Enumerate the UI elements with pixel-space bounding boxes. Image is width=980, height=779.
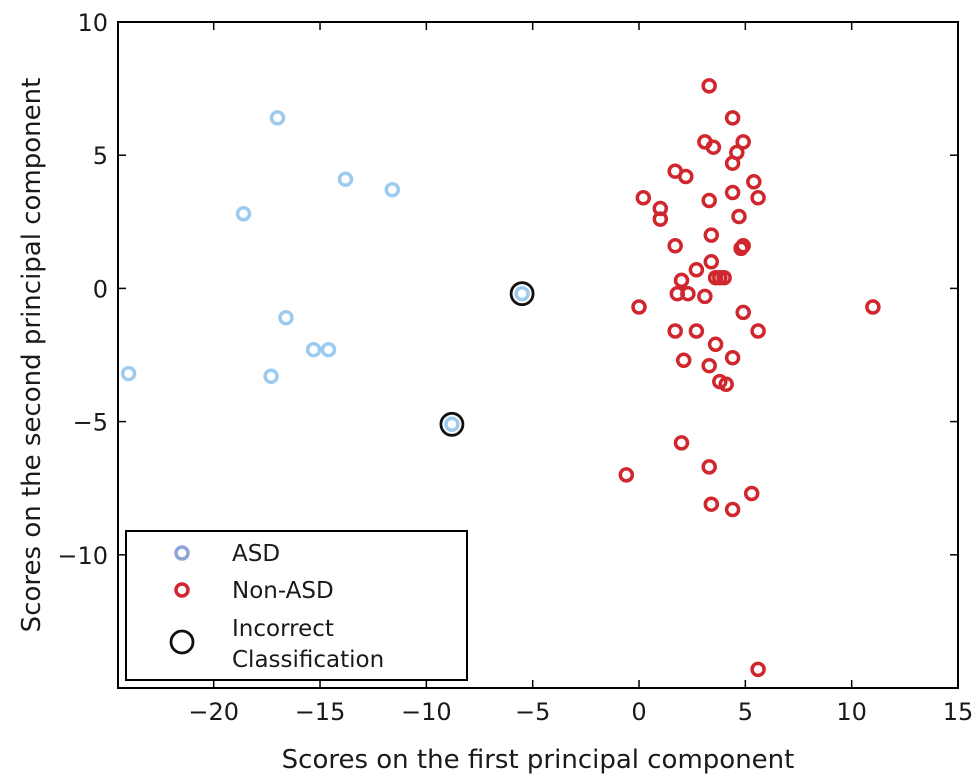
point-asd xyxy=(269,110,286,126)
legend: ASD Non-ASD Incorrect Classification xyxy=(125,530,468,681)
point-non-asd xyxy=(724,155,741,171)
point-non-asd xyxy=(724,184,741,201)
x-tick-label: 5 xyxy=(738,698,753,726)
point-asd xyxy=(120,365,137,382)
point-non-asd xyxy=(718,376,734,393)
x-tick-label: 0 xyxy=(631,698,646,726)
x-tick-label: −15 xyxy=(295,698,346,726)
data-points xyxy=(120,78,881,678)
x-tick-label: 15 xyxy=(943,698,974,726)
point-non-asd xyxy=(680,285,696,302)
point-non-asd xyxy=(731,208,747,225)
legend-marker-non-asd xyxy=(174,582,190,598)
point-non-asd xyxy=(701,78,717,94)
point-non-asd xyxy=(750,661,766,678)
point-non-asd xyxy=(735,238,751,254)
point-non-asd xyxy=(865,299,881,315)
point-non-asd xyxy=(724,501,741,518)
point-non-asd xyxy=(735,134,751,150)
point-incorrect xyxy=(439,411,465,437)
legend-label-incorrect-line1: Incorrect xyxy=(232,616,334,642)
y-tick-label: 5 xyxy=(93,142,108,170)
point-asd xyxy=(514,285,530,302)
point-non-asd xyxy=(750,323,766,339)
point-non-asd xyxy=(705,139,722,155)
x-tick-label: 10 xyxy=(836,698,867,726)
axis-ticks xyxy=(118,21,959,688)
point-non-asd xyxy=(701,459,717,475)
point-asd xyxy=(444,416,460,433)
point-asd xyxy=(235,206,252,222)
point-asd xyxy=(337,171,354,187)
point-non-asd xyxy=(707,336,724,353)
legend-label-incorrect-line2: Classification xyxy=(232,647,384,673)
point-non-asd xyxy=(652,211,669,227)
point-asd xyxy=(320,341,337,358)
point-non-asd xyxy=(667,323,683,339)
point-non-asd xyxy=(618,467,635,483)
y-tick-label: 10 xyxy=(77,9,108,37)
x-tick-label: −5 xyxy=(515,698,550,726)
point-non-asd xyxy=(703,254,720,270)
y-axis-label: Scores on the second principal component xyxy=(17,78,47,633)
point-non-asd xyxy=(701,357,717,374)
point-non-asd xyxy=(673,435,690,451)
point-non-asd xyxy=(631,299,647,315)
point-asd xyxy=(278,309,294,326)
x-axis-label: Scores on the first principal component xyxy=(282,745,795,775)
point-non-asd xyxy=(688,262,705,278)
x-tick-label: −10 xyxy=(401,698,452,726)
point-asd xyxy=(305,341,322,358)
point-non-asd xyxy=(750,190,766,206)
y-tick-labels: 10 5 0 −5 −10 xyxy=(57,9,108,570)
point-non-asd xyxy=(716,269,732,286)
point-non-asd xyxy=(703,227,720,243)
point-non-asd xyxy=(635,190,652,206)
legend-marker-incorrect xyxy=(169,629,195,655)
point-non-asd xyxy=(724,349,741,366)
point-non-asd xyxy=(673,272,690,289)
y-tick-label: −5 xyxy=(73,409,108,437)
point-non-asd xyxy=(724,110,741,126)
point-non-asd xyxy=(675,352,692,369)
point-asd xyxy=(263,368,279,385)
x-tick-label: −20 xyxy=(188,698,239,726)
point-incorrect xyxy=(509,281,535,307)
point-non-asd xyxy=(701,192,717,209)
point-non-asd xyxy=(735,304,751,321)
legend-box xyxy=(125,530,468,681)
point-non-asd xyxy=(667,238,683,254)
legend-label-asd: ASD xyxy=(232,541,280,567)
legend-marker-asd xyxy=(174,545,190,561)
point-non-asd xyxy=(746,174,762,190)
x-tick-labels: −20 −15 −10 −5 0 5 10 15 xyxy=(188,698,973,726)
y-tick-label: 0 xyxy=(93,275,108,303)
point-non-asd xyxy=(688,323,705,339)
point-non-asd xyxy=(703,496,720,512)
legend-label-non-asd: Non-ASD xyxy=(232,578,334,604)
point-non-asd xyxy=(678,168,694,185)
point-non-asd xyxy=(697,288,713,305)
point-asd xyxy=(384,182,401,198)
point-non-asd xyxy=(743,485,760,502)
y-tick-label: −10 xyxy=(57,542,108,570)
